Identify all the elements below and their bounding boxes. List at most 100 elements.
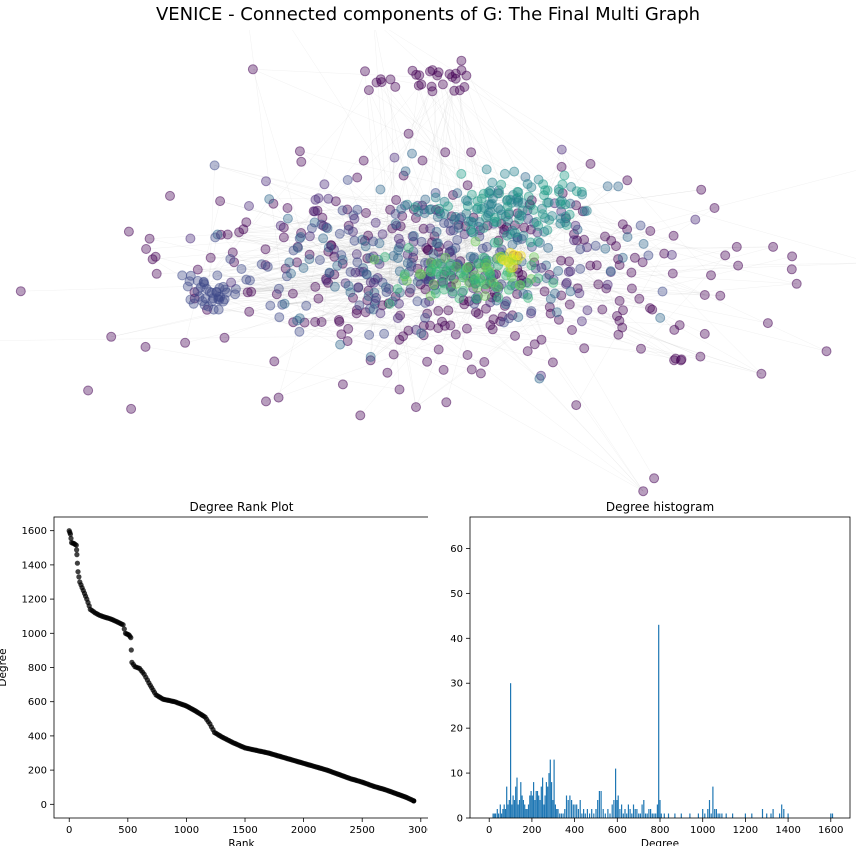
graph-edge bbox=[367, 193, 490, 301]
graph-edge bbox=[512, 244, 705, 296]
hist-bar bbox=[569, 795, 571, 818]
graph-edge bbox=[387, 227, 484, 373]
graph-node bbox=[385, 74, 396, 85]
hist-bar bbox=[560, 813, 562, 818]
graph-node bbox=[638, 238, 649, 249]
graph-node bbox=[212, 270, 223, 281]
graph-edge bbox=[489, 239, 575, 272]
graph-edge bbox=[249, 281, 418, 312]
hist-bar bbox=[518, 800, 521, 818]
hist-bar bbox=[507, 804, 509, 818]
graph-edge bbox=[339, 209, 391, 322]
graph-node bbox=[591, 260, 602, 271]
graph-node bbox=[452, 235, 463, 245]
hist-bar bbox=[648, 809, 650, 818]
graph-edge bbox=[206, 211, 314, 310]
graph-edge bbox=[184, 201, 221, 343]
graph-edge bbox=[380, 79, 426, 200]
graph-node bbox=[241, 217, 252, 228]
graph-edge bbox=[315, 289, 445, 323]
graph-edge bbox=[210, 247, 400, 259]
graph-edge bbox=[420, 284, 540, 379]
graph-node bbox=[332, 260, 343, 271]
graph-edge bbox=[224, 290, 369, 300]
graph-node bbox=[445, 320, 456, 331]
graph-edge bbox=[530, 229, 705, 296]
graph-edge bbox=[605, 248, 827, 352]
graph-edge bbox=[286, 273, 405, 277]
graph-edge bbox=[421, 207, 478, 243]
graph-node bbox=[567, 325, 577, 335]
graph-edge bbox=[461, 60, 533, 201]
graph-node bbox=[553, 266, 564, 276]
graph-node bbox=[388, 349, 399, 360]
graph-node bbox=[450, 211, 461, 222]
graph-edge bbox=[627, 180, 712, 276]
graph-node bbox=[126, 403, 137, 414]
graph-node bbox=[556, 161, 567, 172]
graph-node bbox=[522, 179, 533, 189]
graph-edge bbox=[368, 89, 518, 193]
graph-node bbox=[433, 305, 444, 316]
graph-edge bbox=[452, 210, 585, 251]
graph-node bbox=[428, 249, 439, 260]
graph-edge bbox=[339, 321, 409, 331]
graph-edge bbox=[239, 231, 418, 282]
graph-node bbox=[292, 315, 303, 326]
graph-edge bbox=[388, 157, 395, 289]
graph-edge bbox=[356, 254, 418, 282]
graph-edge bbox=[384, 30, 583, 212]
graph-node bbox=[354, 300, 365, 311]
graph-node bbox=[613, 329, 624, 340]
graph-node bbox=[278, 232, 289, 243]
graph-edge bbox=[522, 210, 606, 237]
graph-edge bbox=[478, 186, 608, 315]
graph-node bbox=[667, 268, 678, 279]
graph-edge bbox=[576, 253, 665, 406]
graph-node bbox=[185, 294, 196, 305]
graph-node bbox=[420, 194, 431, 205]
hist-bar bbox=[674, 813, 676, 818]
graph-edge bbox=[209, 249, 429, 293]
graph-node bbox=[15, 286, 26, 297]
graph-edge bbox=[397, 283, 797, 319]
graph-node bbox=[498, 317, 509, 328]
hist-bar bbox=[627, 804, 629, 818]
graph-node bbox=[310, 206, 320, 217]
graph-edge bbox=[396, 225, 461, 274]
graph-node bbox=[657, 286, 668, 297]
graph-edge bbox=[475, 169, 487, 242]
hist-bar bbox=[538, 795, 540, 818]
hist-xtick-label: 0 bbox=[486, 825, 492, 836]
rank-ytick-label: 600 bbox=[28, 697, 47, 708]
hist-bar bbox=[544, 795, 546, 818]
graph-node bbox=[577, 189, 588, 200]
hist-bar bbox=[535, 791, 537, 818]
graph-edge bbox=[464, 249, 502, 305]
graph-node bbox=[313, 293, 324, 304]
graph-edge bbox=[224, 251, 451, 339]
graph-node bbox=[340, 278, 351, 289]
graph-edge bbox=[355, 217, 546, 273]
graph-node bbox=[369, 254, 380, 265]
graph-edge bbox=[347, 209, 527, 283]
graph-node bbox=[425, 291, 436, 301]
hist-bar bbox=[504, 809, 506, 818]
graph-node bbox=[342, 175, 353, 185]
graph-edge bbox=[430, 74, 450, 272]
graph-edge bbox=[521, 230, 651, 262]
rank-marker bbox=[73, 542, 79, 548]
graph-node bbox=[242, 287, 253, 298]
graph-edge bbox=[449, 73, 619, 187]
hist-bar bbox=[830, 813, 832, 818]
hist-bar bbox=[576, 804, 578, 818]
graph-node bbox=[403, 128, 414, 139]
graph-edge bbox=[249, 219, 455, 281]
graph-node bbox=[241, 274, 252, 285]
graph-node bbox=[195, 282, 206, 293]
graph-edge bbox=[365, 86, 432, 247]
graph-node bbox=[416, 269, 427, 280]
graph-node bbox=[261, 396, 271, 407]
graph-edge bbox=[415, 74, 477, 284]
hist-bar bbox=[551, 782, 553, 818]
